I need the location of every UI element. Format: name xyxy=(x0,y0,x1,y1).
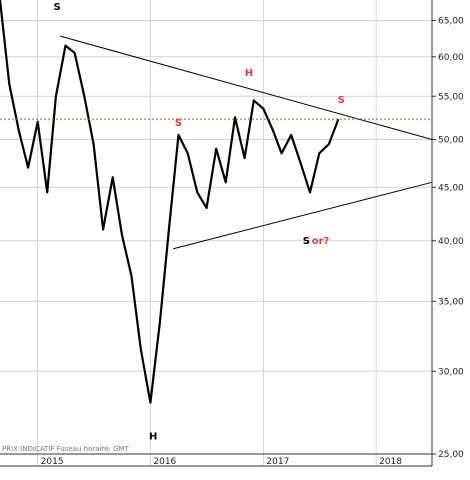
pattern-annotation: S xyxy=(303,236,310,247)
price-line xyxy=(0,0,340,404)
y-tick-label: 40,00 xyxy=(438,237,464,247)
price-series xyxy=(0,0,340,404)
footer-note: PRIX INDICATIF Fuseau horaire: GMT xyxy=(2,445,130,453)
axes: 65,00 60,00 55,00 50,00 45,00 40,00 35,00 30,00… xyxy=(0,0,464,467)
resistance-line xyxy=(60,35,433,140)
grid xyxy=(0,0,432,466)
trendlines xyxy=(0,35,433,250)
pattern-annotation: H xyxy=(149,432,157,443)
y-tick-label: 60,00 xyxy=(438,53,464,63)
x-tick-label: 2018 xyxy=(379,457,402,467)
pattern-annotation: S xyxy=(54,2,61,13)
x-tick-label: 2015 xyxy=(41,457,64,467)
y-tick-label: 35,00 xyxy=(438,297,464,307)
support-line xyxy=(173,181,433,250)
y-tick-label: 45,00 xyxy=(438,183,464,193)
x-tick-label: 2017 xyxy=(266,457,289,467)
pattern-annotation: S xyxy=(338,95,345,106)
y-tick-label: 30,00 xyxy=(438,367,464,377)
pattern-annotation: or? xyxy=(312,236,330,247)
pattern-annotation: H xyxy=(245,68,253,79)
y-tick-label: 55,00 xyxy=(438,92,464,102)
y-tick-label: 50,00 xyxy=(438,136,464,146)
y-tick-label: 65,00 xyxy=(438,16,464,26)
pattern-annotation: S xyxy=(175,118,182,129)
x-tick-label: 2016 xyxy=(153,457,176,467)
y-tick-label: 25,00 xyxy=(438,450,464,460)
annotations: S S H S H S or? xyxy=(54,2,345,443)
